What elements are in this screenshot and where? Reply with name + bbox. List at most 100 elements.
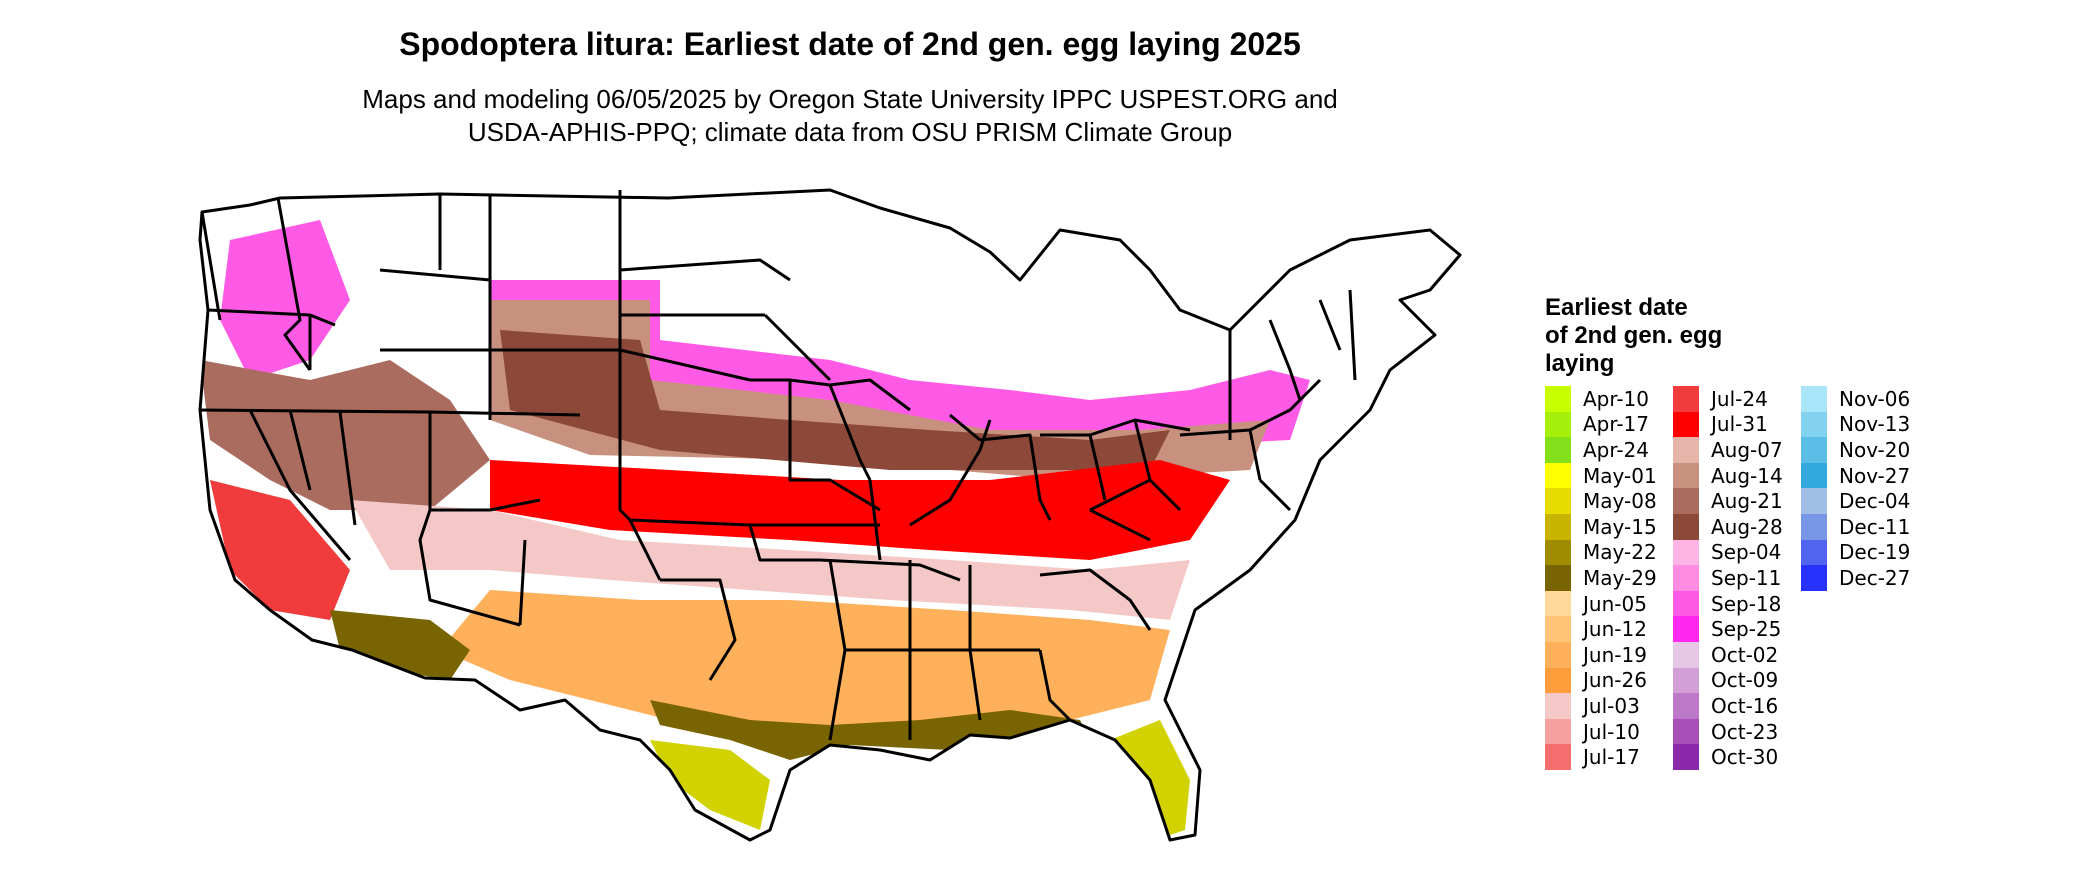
zone-orange [440, 590, 1170, 740]
legend-swatch [1673, 616, 1699, 642]
legend-swatch [1801, 437, 1827, 463]
zone-brown-west [200, 360, 490, 510]
legend-label: Nov-27 [1839, 463, 1911, 488]
legend-title-line: laying [1545, 350, 1615, 377]
legend-swatch [1801, 488, 1827, 514]
legend-label: Dec-11 [1839, 514, 1911, 539]
legend-item: Oct-23 [1673, 718, 1783, 745]
legend-item: Aug-21 [1673, 488, 1783, 514]
zone-pink-west [220, 220, 350, 380]
legend-swatch [1801, 462, 1827, 489]
zone-yellow-texas [650, 740, 770, 830]
legend-swatch [1673, 590, 1699, 617]
legend-title-line: of 2nd gen. egg [1545, 322, 1723, 349]
legend-swatch [1673, 744, 1699, 770]
legend-item: Aug-14 [1673, 462, 1783, 489]
legend-title-line: Earliest date [1545, 294, 1688, 321]
legend-swatch [1545, 411, 1571, 438]
legend-label: May-08 [1583, 489, 1657, 514]
legend-swatch [1801, 513, 1827, 540]
legend-swatch [1801, 386, 1827, 412]
legend-label: Jun-19 [1583, 642, 1647, 667]
legend-swatch [1545, 437, 1571, 463]
zone-yellow-florida [1110, 720, 1190, 835]
legend-item: Jul-31 [1673, 411, 1783, 438]
legend-item: Nov-06 [1801, 386, 1910, 412]
legend-label: Oct-09 [1711, 668, 1779, 693]
legend-label: Aug-07 [1711, 437, 1783, 462]
legend-label: Jul-17 [1583, 745, 1640, 770]
legend-item: Oct-02 [1673, 641, 1783, 668]
legend-swatch [1673, 411, 1699, 438]
legend-column-1: Apr-10 Apr-17 Apr-24 May-01 May-08 May-1… [1545, 386, 1657, 770]
legend-swatch [1545, 539, 1571, 566]
legend-label: Oct-02 [1711, 642, 1779, 667]
legend-item: Jul-17 [1545, 744, 1657, 770]
legend-swatch [1545, 718, 1571, 745]
legend-item: Jun-26 [1545, 667, 1657, 694]
legend-swatch [1545, 386, 1571, 412]
legend-label: Aug-21 [1711, 489, 1783, 514]
legend-swatch [1673, 462, 1699, 489]
legend-label: Jul-03 [1583, 693, 1640, 718]
legend-swatch [1545, 513, 1571, 540]
state-lines [199, 190, 1357, 741]
zone-brown-dark [500, 330, 1170, 470]
legend-item: Jul-03 [1545, 693, 1657, 719]
legend-item: Apr-24 [1545, 437, 1657, 463]
legend-label: Sep-04 [1711, 540, 1782, 565]
legend-label: Aug-28 [1711, 514, 1783, 539]
legend-item: Dec-04 [1801, 488, 1910, 514]
legend-item: Sep-25 [1673, 616, 1783, 642]
legend-swatch [1673, 565, 1699, 591]
legend-swatch [1673, 667, 1699, 694]
legend-item: May-01 [1545, 462, 1657, 489]
legend-label: Apr-24 [1583, 437, 1649, 462]
legend-swatch [1545, 590, 1571, 617]
legend-label: Dec-27 [1839, 565, 1911, 590]
legend-swatch [1673, 718, 1699, 745]
legend-swatch [1673, 693, 1699, 719]
legend-label: Sep-18 [1711, 591, 1782, 616]
legend-label: Apr-10 [1583, 386, 1649, 411]
legend-item: Oct-30 [1673, 744, 1783, 770]
legend-item: Aug-07 [1673, 437, 1783, 463]
legend-item: Jun-05 [1545, 590, 1657, 617]
legend-label: Jul-24 [1711, 386, 1768, 411]
legend-swatch [1545, 462, 1571, 489]
legend-title: Earliest date of 2nd gen. egg laying [1545, 294, 1805, 378]
legend-label: May-22 [1583, 540, 1657, 565]
map-title: Spodoptera litura: Earliest date of 2nd … [399, 26, 1301, 62]
legend-item: Jun-12 [1545, 616, 1657, 642]
legend-label: Oct-30 [1711, 745, 1779, 770]
zone-olive [330, 610, 470, 680]
legend-item: Sep-18 [1673, 590, 1783, 617]
legend-item: May-22 [1545, 539, 1657, 566]
zone-red [490, 460, 1230, 560]
legend-label: May-01 [1583, 463, 1657, 488]
legend-item: Nov-20 [1801, 437, 1910, 463]
legend-item: Oct-09 [1673, 667, 1783, 694]
legend-label: Jun-26 [1583, 668, 1647, 693]
legend-swatch [1673, 513, 1699, 540]
legend-label: Jul-31 [1711, 412, 1768, 437]
legend-item: Apr-10 [1545, 386, 1657, 412]
legend-item: May-29 [1545, 565, 1657, 591]
legend-label: May-15 [1583, 514, 1657, 539]
legend-label: Nov-06 [1839, 386, 1911, 411]
legend-item: Dec-27 [1801, 565, 1910, 591]
legend-item: May-08 [1545, 488, 1657, 514]
legend-swatch [1545, 667, 1571, 694]
legend-item: Aug-28 [1673, 513, 1783, 540]
legend-swatch [1545, 744, 1571, 770]
legend-item: Jun-19 [1545, 641, 1657, 668]
legend-swatch [1801, 539, 1827, 566]
legend-item: Dec-11 [1801, 513, 1911, 540]
legend-item: May-15 [1545, 513, 1657, 540]
state-borders [198, 188, 1462, 842]
legend-swatch [1673, 641, 1699, 668]
legend-label: Sep-25 [1711, 617, 1782, 642]
legend-item: Sep-04 [1673, 539, 1783, 566]
map-subtitle-line1: Maps and modeling 06/05/2025 by Oregon S… [362, 84, 1338, 114]
legend-item: Oct-16 [1673, 693, 1783, 719]
